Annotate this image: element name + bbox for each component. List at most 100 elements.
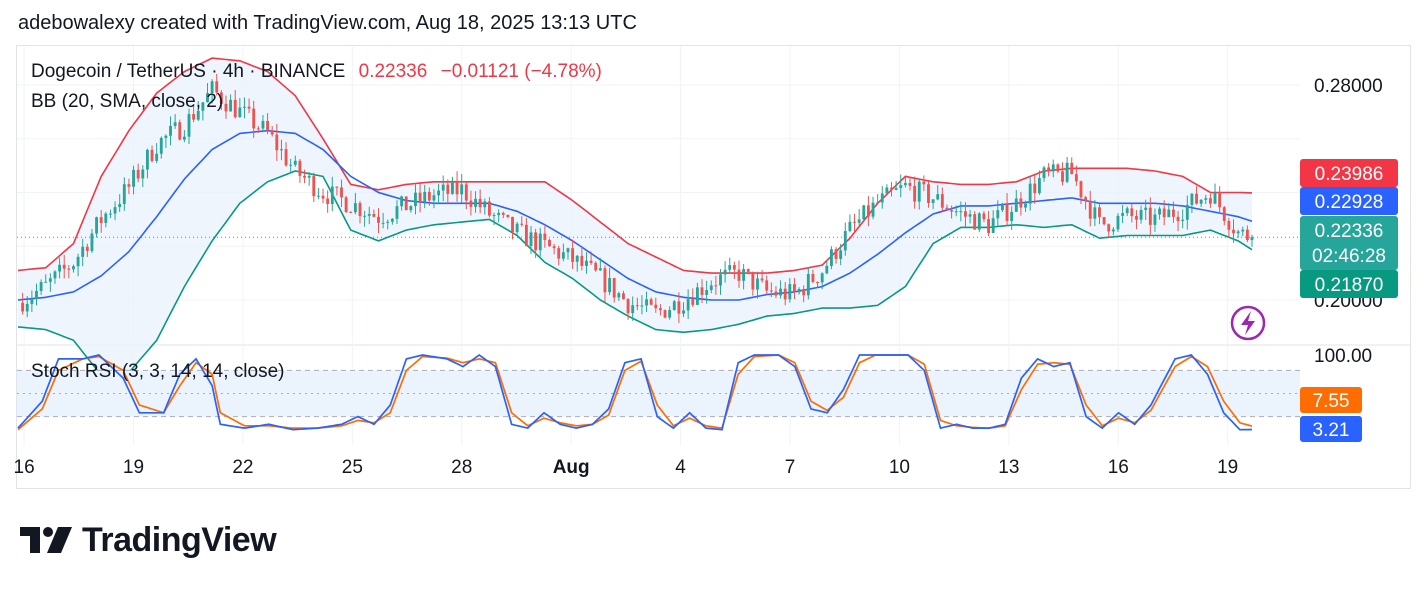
candle-body [543,233,547,240]
candle-body [732,265,736,270]
candle-body [756,278,759,290]
candle-body [1000,203,1004,211]
candle-body [793,284,796,293]
candle-body [340,187,343,198]
candle-body [233,99,237,118]
candle-body [76,256,80,267]
candle-body [1102,216,1106,225]
candle-body [252,108,256,129]
candle-body [561,252,565,259]
candle-body [783,288,787,300]
candle-body [839,250,843,259]
candle-body [617,293,621,298]
lightning-icon[interactable] [1230,305,1266,341]
candle-body [206,93,209,103]
candle-body [275,134,279,151]
candle-body [247,106,251,109]
candle-body [303,175,306,178]
candle-body [229,99,233,112]
candle-body [1088,200,1092,219]
candle-body [538,233,542,251]
candle-body [746,269,750,272]
time-axis-label: 16 [1108,457,1129,478]
candle-body [460,184,464,195]
candle-body [427,191,431,201]
candle-body [118,203,122,208]
candle-body [423,191,427,203]
candle-body [1074,174,1078,182]
candle-body [1024,203,1027,208]
candle-body [58,264,62,272]
candle-body [677,301,681,314]
tradingview-logo[interactable]: TradingView [20,520,277,560]
time-axis-label: 13 [998,457,1019,478]
candle-body [386,221,390,223]
stoch-pane [17,353,1300,431]
candle-body [501,212,505,215]
candle-body [48,278,52,282]
candle-body [936,194,940,200]
candle-body [464,184,468,201]
stoch-axis-label: 100.00 [1314,346,1372,367]
price-tag [1300,216,1398,270]
candle-body [81,246,85,257]
candle-body [474,198,477,207]
candle-body [991,218,995,233]
candle-body [122,184,126,204]
symbol-legend: Dogecoin / TetherUS · 4h · BINANCE 0.223… [31,61,602,83]
candle-body [330,186,334,204]
candle-body [72,266,75,270]
candle-body [631,305,635,314]
candle-body [196,110,200,120]
candle-body [520,223,524,225]
candle-body [1236,231,1240,234]
candle-body [451,180,454,194]
candle-body [395,206,399,219]
candle-body [326,198,330,204]
candle-body [1227,220,1231,230]
candle-body [344,197,348,213]
candle-body [973,214,977,230]
candle-body [1037,178,1041,194]
candle-body [940,194,944,208]
candle-body [155,153,159,161]
candle-body [1028,183,1032,204]
candle-body [1093,207,1097,219]
candle-body [201,102,205,111]
candle-body [816,281,819,283]
candle-body [173,122,177,126]
stoch-k-line [17,353,1253,431]
candle-body [585,260,588,266]
candle-body [524,224,528,247]
time-axis-label: 22 [232,457,253,478]
candle-body [312,175,316,197]
candle-body [959,211,963,213]
candle-body [349,212,353,214]
candle-body [261,120,265,129]
candle-body [132,169,135,187]
candle-body [654,304,658,309]
candle-body [113,207,117,214]
candle-body [1005,203,1009,221]
candle-body [321,195,325,199]
candle-body [136,169,140,179]
candle-body [686,299,690,311]
candle-body [39,282,43,291]
candle-body [256,128,260,130]
candle-body [1250,237,1254,241]
chart-frame [16,45,1411,489]
candle-body [1204,198,1208,200]
candle-body [779,288,783,296]
candle-body [1218,192,1222,208]
candle-body [1208,198,1212,204]
candle-body [1056,164,1060,172]
candle-body [927,184,930,203]
candle-body [1116,215,1120,230]
candle-body [987,219,990,233]
candle-body [25,303,29,312]
candle-body [1213,192,1217,204]
candle-body [178,122,182,140]
symbol-name: Dogecoin / TetherUS · 4h · BINANCE [31,61,346,82]
candle-body [238,107,242,118]
